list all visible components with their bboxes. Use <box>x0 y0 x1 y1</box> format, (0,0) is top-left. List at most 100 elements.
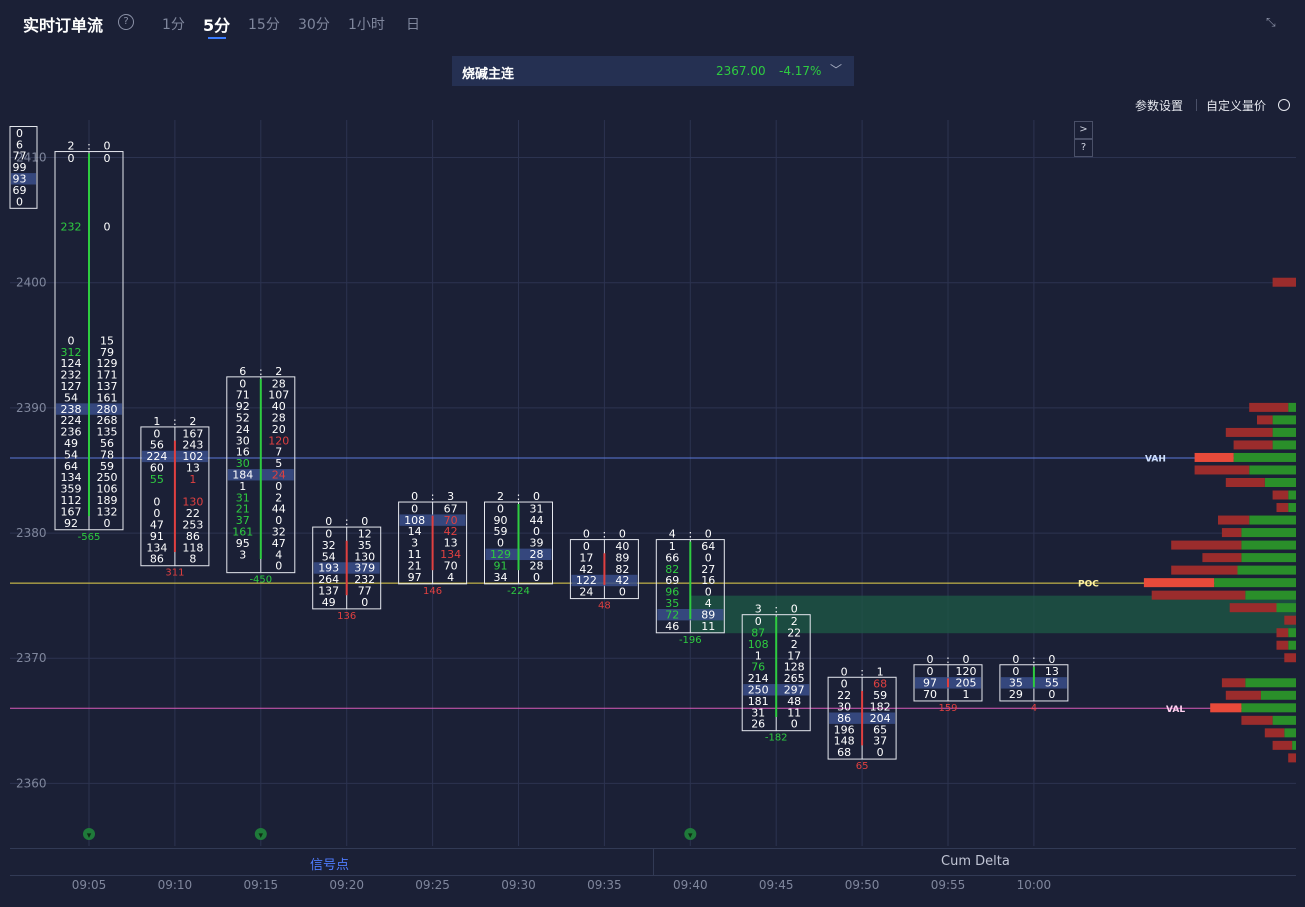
bid-volume: 54 <box>64 391 78 404</box>
x-tick-label: 09:05 <box>72 878 107 892</box>
signal-marker-glyph: ▾ <box>259 831 264 841</box>
bid-volume: 32 <box>322 539 336 552</box>
tab-day[interactable]: 日 <box>406 17 420 33</box>
ask-volume: 8 <box>189 553 196 566</box>
bid-volume: 30 <box>837 700 851 713</box>
bid-volume: 3 <box>239 548 246 561</box>
bid-volume: 70 <box>923 688 937 701</box>
tab-signal-points[interactable]: 信号点 <box>310 858 350 873</box>
ask-volume: 297 <box>784 683 805 696</box>
profile-sell-bar <box>1210 703 1242 713</box>
ask-volume: 379 <box>354 562 375 575</box>
y-tick-label: 2370 <box>16 651 47 665</box>
candle-delta: 4 <box>1031 703 1037 714</box>
bid-volume: 46 <box>665 620 679 633</box>
chart-help-button[interactable]: ? <box>1074 139 1093 157</box>
profile-buy-bar <box>1272 427 1296 437</box>
ask-volume: 32 <box>272 525 286 538</box>
profile-buy-bar <box>1249 515 1296 525</box>
bid-volume: 52 <box>236 411 250 424</box>
profile-buy-bar <box>1233 452 1296 462</box>
ask-volume: 89 <box>701 608 715 621</box>
symbol-price: 2367.00 <box>716 64 766 78</box>
bid-volume: 64 <box>64 460 78 473</box>
settings-circle-icon[interactable] <box>1278 99 1290 111</box>
profile-buy-bar <box>1288 628 1296 638</box>
bid-volume: 59 <box>494 525 508 538</box>
tab-1min[interactable]: 1分 <box>162 17 185 33</box>
tab-5min[interactable]: 5分 <box>203 16 231 35</box>
bid-volume: 0 <box>16 195 23 208</box>
ask-volume: 70 <box>444 514 458 527</box>
bid-volume: 264 <box>318 573 339 586</box>
profile-sell-bar <box>1272 490 1289 500</box>
ask-volume: 0 <box>705 551 712 564</box>
candle-header-bid: 1 <box>153 415 160 428</box>
profile-buy-bar <box>1241 703 1296 713</box>
candle-header-bid: 2 <box>497 490 504 503</box>
collapse-icon[interactable]: ⤡ <box>1266 15 1276 29</box>
profile-buy-bar <box>1260 690 1296 700</box>
bid-volume: 238 <box>61 403 82 416</box>
expand-panel-button[interactable]: > <box>1074 121 1093 139</box>
ask-volume: 4 <box>705 597 712 610</box>
bid-volume: 69 <box>665 574 679 587</box>
x-tick-label: 09:10 <box>158 878 193 892</box>
ask-volume: 280 <box>97 403 118 416</box>
bid-volume: 87 <box>751 626 765 639</box>
candle-header-colon: : <box>774 603 778 616</box>
profile-sell-bar <box>1143 578 1215 588</box>
profile-buy-bar <box>1288 640 1296 650</box>
profile-buy-bar <box>1284 728 1296 738</box>
ask-volume: 65 <box>873 723 887 736</box>
custom-volume-price-link[interactable]: 自定义量价 <box>1206 99 1267 113</box>
bid-volume: 1 <box>239 480 246 493</box>
poc-row-highlight <box>11 173 36 185</box>
candle-header-bid: 0 <box>927 653 934 666</box>
profile-buy-bar <box>1249 465 1296 475</box>
ask-volume: 128 <box>784 661 805 674</box>
bid-volume: 30 <box>236 434 250 447</box>
profile-buy-bar <box>1241 528 1296 538</box>
candle-header-colon: : <box>1032 653 1036 666</box>
x-tick-label: 09:35 <box>587 878 622 892</box>
ask-volume: 0 <box>104 220 111 233</box>
ask-volume: 59 <box>100 460 114 473</box>
x-tick-label: 09:15 <box>244 878 279 892</box>
candle-header-colon: : <box>946 653 950 666</box>
tab-cum-delta[interactable]: Cum Delta <box>941 854 1010 869</box>
ask-volume: 39 <box>530 537 544 550</box>
bid-volume: 76 <box>751 661 765 674</box>
bid-volume: 193 <box>318 562 339 575</box>
bid-volume: 54 <box>322 550 336 563</box>
params-settings-link[interactable]: 参数设置 <box>1135 99 1184 113</box>
bid-volume: 22 <box>837 689 851 702</box>
help-icon[interactable]: ? <box>118 14 134 30</box>
vah-label: VAH <box>1145 454 1166 464</box>
tab-15min[interactable]: 15分 <box>248 17 280 33</box>
ask-volume: 137 <box>97 380 118 393</box>
bid-volume: 91 <box>150 530 164 543</box>
ask-volume: 37 <box>873 735 887 748</box>
candle-header-colon: : <box>345 515 349 528</box>
profile-sell-bar <box>1171 565 1238 575</box>
bid-volume: 232 <box>61 220 82 233</box>
bid-volume: 54 <box>64 448 78 461</box>
tab-1hour[interactable]: 1小时 <box>348 17 385 33</box>
ask-volume: 0 <box>104 517 111 530</box>
bid-volume: 0 <box>153 427 160 440</box>
tab-30min[interactable]: 30分 <box>298 17 330 33</box>
y-tick-label: 2380 <box>16 526 47 540</box>
candle-header-ask: 0 <box>791 603 798 616</box>
bid-volume: 31 <box>236 491 250 504</box>
profile-sell-bar <box>1194 452 1234 462</box>
signal-marker-icon <box>684 828 697 840</box>
bid-volume: 359 <box>61 483 82 496</box>
profile-buy-bar <box>1245 678 1296 688</box>
ask-volume: 129 <box>97 357 118 370</box>
symbol-selector[interactable]: 烧碱主连 2367.00 -4.17% ﹀ <box>452 56 854 86</box>
candle-header-colon: : <box>860 665 864 678</box>
ask-volume: 89 <box>615 551 629 564</box>
bid-volume: 0 <box>411 502 418 515</box>
